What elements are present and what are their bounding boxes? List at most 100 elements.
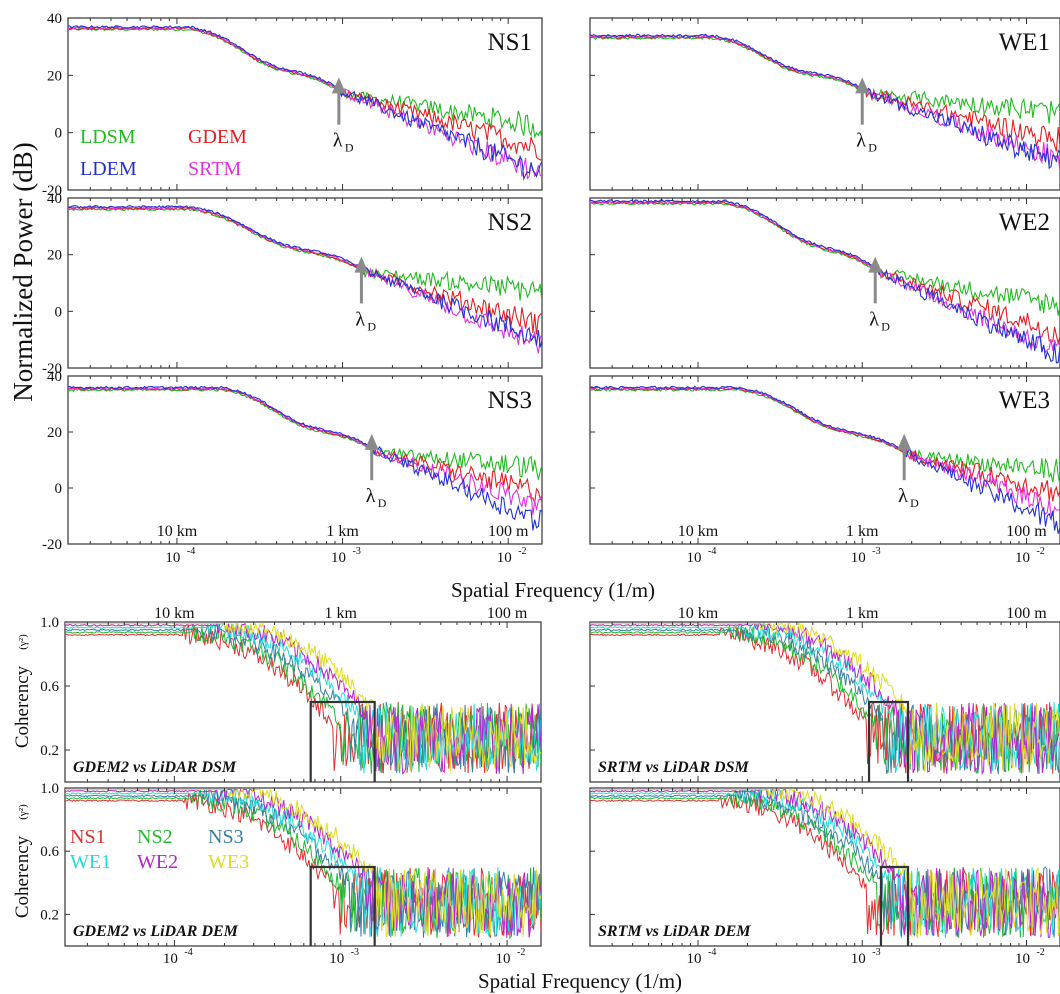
panel-frame xyxy=(67,17,543,191)
series-line-we3 xyxy=(65,622,541,774)
series-group xyxy=(68,205,542,354)
lambda-label: λ xyxy=(898,485,908,507)
x-tick-exponent: -4 xyxy=(184,947,192,958)
series-line-we2 xyxy=(65,622,541,775)
x-tick-exponent: -3 xyxy=(351,947,359,958)
panel-frame xyxy=(64,621,542,783)
spectrum-panel-ns2: 40 20 0 -20 NS2 λ D xyxy=(42,191,543,377)
series-group xyxy=(65,788,541,940)
series-group xyxy=(590,788,1060,939)
x-tick-label: 10 xyxy=(496,951,511,967)
series-line-we3 xyxy=(590,622,1060,773)
coherency-panel-2: SRTM vs LiDAR DSM 10 km 1 km 100 m xyxy=(589,605,1060,783)
lambda-label: λ xyxy=(869,308,879,330)
series-group xyxy=(590,199,1060,364)
y-tick-label: 0 xyxy=(55,304,63,320)
legend-entry-we3: WE3 xyxy=(208,851,249,873)
x-tick-label: 10 xyxy=(331,550,346,566)
series-line-srtm xyxy=(68,205,542,354)
series-line-we2 xyxy=(590,788,1060,938)
y-tick-label: 0 xyxy=(55,126,63,142)
distance-label: 10 km xyxy=(157,523,198,540)
x-tick-exponent: -3 xyxy=(872,546,880,557)
lambda-subscript: D xyxy=(345,141,354,155)
svg-text:Coherency: Coherency xyxy=(12,665,33,748)
legend-entry-we1: WE1 xyxy=(70,851,111,873)
series-line-we1 xyxy=(590,623,1060,774)
lambda-subscript: D xyxy=(910,496,919,510)
x-tick-exponent: -2 xyxy=(1036,947,1044,958)
distance-label: 1 km xyxy=(846,523,879,540)
series-line-ns3 xyxy=(590,622,1060,775)
series-line-we3 xyxy=(590,788,1060,939)
y-tick-label: 40 xyxy=(47,369,62,385)
y-tick-label: -20 xyxy=(42,361,62,377)
x-tick-label: 10 xyxy=(1015,550,1030,566)
x-tick-exponent: -4 xyxy=(187,546,195,557)
panel-title: SRTM vs LiDAR DSM xyxy=(598,759,749,776)
distance-label: 100 m xyxy=(487,605,528,622)
lambda-label: λ xyxy=(366,485,376,507)
y-tick-label: 1.0 xyxy=(40,781,59,797)
resolution-box xyxy=(309,700,376,782)
lambda-arrowhead xyxy=(331,77,346,94)
spectrum-panel-ns1: 40 20 0 -20 NS1 λ D LDSM GDEM LDEM SRTM xyxy=(42,11,543,199)
coherency-panel-4: SRTM vs LiDAR DEM 10 -4 10 -3 10 -2 xyxy=(589,787,1060,967)
panel-title: NS3 xyxy=(488,387,532,414)
x-tick-label: 10 xyxy=(686,550,701,566)
resolution-box xyxy=(309,865,376,946)
spectrum-panel-we3: WE3 λ D 10 -4 10 -3 10 -2 10 km 1 km 100 m xyxy=(589,375,1060,566)
series-line-ldem xyxy=(590,385,1060,534)
x-tick-label: 10 xyxy=(163,951,178,967)
x-tick-label: 10 xyxy=(851,550,866,566)
distance-label: 100 m xyxy=(488,523,529,540)
spectrum-panel-we2: WE2 λ D xyxy=(589,197,1060,369)
lambda-arrowhead xyxy=(868,256,883,273)
series-group xyxy=(590,33,1060,173)
coherency-y-axis-title-top: Coherency (γ²) xyxy=(12,634,33,748)
series-line-ldsm xyxy=(68,207,542,303)
coherency-x-axis-title: Spatial Frequency (1/m) xyxy=(478,969,682,993)
series-line-gdem xyxy=(590,387,1060,502)
y-tick-label: 20 xyxy=(47,248,62,264)
panel-title: GDEM2 vs LiDAR DSM xyxy=(73,759,237,776)
distance-label: 1 km xyxy=(326,523,359,540)
series-line-ldem xyxy=(590,199,1060,364)
y-tick-label: 0.6 xyxy=(40,844,59,860)
spectrum-panel-ns3: 40 20 0 -20 NS3 λ D 10 -4 10 -3 10 -2 10 km 1 km 100 m xyxy=(42,369,543,566)
y-tick-label: 0.6 xyxy=(40,679,59,695)
series-line-we1 xyxy=(65,622,541,774)
x-tick-exponent: -2 xyxy=(518,546,526,557)
x-tick-label: 10 xyxy=(165,550,180,566)
distance-label: 100 m xyxy=(1006,523,1047,540)
distance-label: 10 km xyxy=(678,523,719,540)
spectra-y-axis-title: Normalized Power (dB) xyxy=(8,142,38,401)
resolution-box xyxy=(867,700,910,782)
x-tick-exponent: -3 xyxy=(353,546,361,557)
panel-frame xyxy=(589,197,1060,369)
series-group xyxy=(590,385,1060,534)
distance-label: 100 m xyxy=(1006,605,1047,622)
panel-title: NS1 xyxy=(488,29,532,56)
lambda-arrowhead xyxy=(354,256,369,273)
legend-entry-ns1: NS1 xyxy=(70,826,106,848)
legend-entry-ns3: NS3 xyxy=(208,826,244,848)
lambda-arrowhead xyxy=(855,77,870,94)
svg-text:(γ²): (γ²) xyxy=(17,634,29,650)
series-group xyxy=(590,622,1060,776)
x-tick-exponent: -3 xyxy=(872,947,880,958)
x-tick-label: 10 xyxy=(1015,951,1030,967)
series-line-ldsm xyxy=(590,201,1060,316)
series-line-ns3 xyxy=(65,788,541,938)
legend-entry-srtm: SRTM xyxy=(188,158,241,180)
lambda-subscript: D xyxy=(378,496,387,510)
panel-frame xyxy=(589,17,1060,191)
y-tick-label: 0.2 xyxy=(40,743,59,759)
series-line-ns3 xyxy=(590,788,1060,938)
x-tick-exponent: -4 xyxy=(708,947,716,958)
legend-entry-ldsm: LDSM xyxy=(80,126,136,148)
lambda-subscript: D xyxy=(881,319,890,333)
series-group xyxy=(68,385,542,531)
panel-title: WE3 xyxy=(999,387,1050,414)
